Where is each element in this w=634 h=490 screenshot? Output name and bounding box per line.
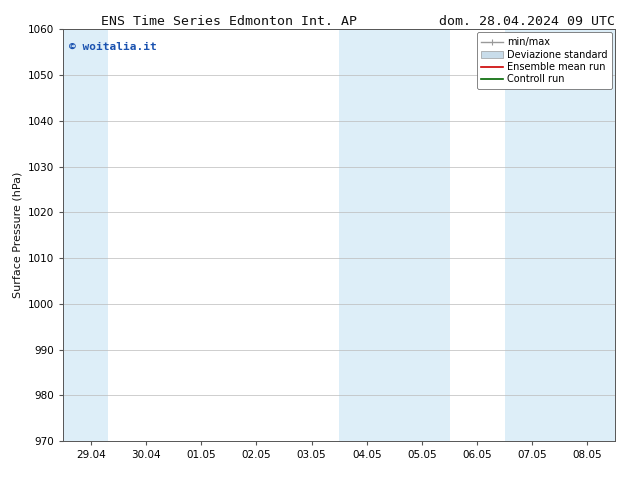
Y-axis label: Surface Pressure (hPa): Surface Pressure (hPa) — [13, 172, 23, 298]
Text: ENS Time Series Edmonton Int. AP: ENS Time Series Edmonton Int. AP — [101, 15, 357, 28]
Bar — [560, 29, 615, 441]
Bar — [339, 29, 394, 441]
Bar — [63, 29, 108, 441]
Text: dom. 28.04.2024 09 UTC: dom. 28.04.2024 09 UTC — [439, 15, 615, 28]
Legend: min/max, Deviazione standard, Ensemble mean run, Controll run: min/max, Deviazione standard, Ensemble m… — [477, 32, 612, 89]
Bar — [394, 29, 450, 441]
Bar — [505, 29, 560, 441]
Text: © woitalia.it: © woitalia.it — [69, 42, 157, 52]
